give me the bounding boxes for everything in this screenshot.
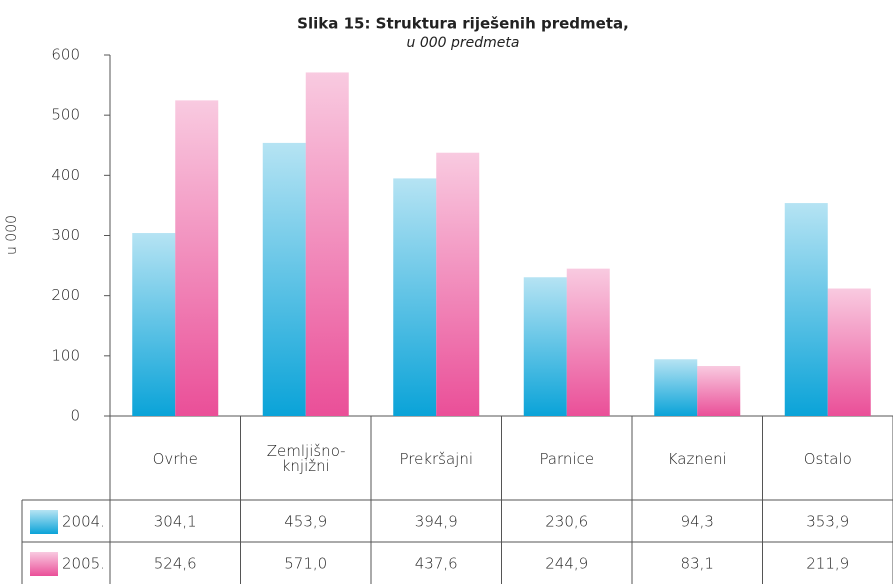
x-tick-label-box: Ovrhe <box>152 449 198 468</box>
bar <box>697 366 741 416</box>
y-tick-label: 200 <box>51 286 80 304</box>
y-tick-label: 300 <box>51 226 80 244</box>
legend-swatch <box>30 552 58 576</box>
data-label: 524,6 <box>154 555 197 573</box>
data-label: 244,9 <box>545 555 588 573</box>
legend-label: 2004. <box>62 513 105 531</box>
x-tick-label-box: Prekršajni <box>399 449 474 468</box>
bar <box>393 178 437 416</box>
data-label: 211,9 <box>806 555 849 573</box>
legend-swatch <box>30 510 58 534</box>
data-label: 437,6 <box>415 555 458 573</box>
bar <box>262 142 306 416</box>
x-tick-label: Ovrhe <box>152 449 198 468</box>
legend-label: 2005. <box>62 555 105 573</box>
data-label: 571,0 <box>284 555 327 573</box>
x-tick-label-box: Zemljišno-knjižni <box>266 442 346 475</box>
data-label: 83,1 <box>681 555 714 573</box>
bar <box>566 268 610 416</box>
data-label: 453,9 <box>284 513 327 531</box>
chart-subtitle: u 000 predmeta <box>407 35 520 51</box>
y-axis-label: u 000 <box>4 215 20 255</box>
y-tick-label: 100 <box>51 346 80 364</box>
y-tick-label: 0 <box>70 407 80 425</box>
data-label: 230,6 <box>545 513 588 531</box>
bar <box>132 233 176 416</box>
x-tick-label-box: Parnice <box>539 449 595 468</box>
bar <box>784 203 828 416</box>
bar <box>523 277 567 416</box>
data-label: 94,3 <box>681 513 714 531</box>
bar <box>654 359 698 416</box>
x-tick-label: Kazneni <box>667 449 727 468</box>
bar <box>305 72 349 416</box>
data-label: 304,1 <box>154 513 197 531</box>
chart-title: Slika 15: Struktura riješenih predmeta, <box>297 15 629 33</box>
x-tick-label: Ostalo <box>803 449 852 468</box>
x-tick-label-box: Ostalo <box>803 449 852 468</box>
bar <box>827 288 871 416</box>
y-tick-label: 600 <box>51 46 80 64</box>
x-tick-label: Zemljišno-knjižni <box>266 442 346 475</box>
y-tick-label: 400 <box>51 166 80 184</box>
y-tick-label: 500 <box>51 106 80 124</box>
x-tick-label: Prekršajni <box>399 449 474 468</box>
x-tick-label-box: Kazneni <box>667 449 727 468</box>
data-label: 353,9 <box>806 513 849 531</box>
bar <box>436 152 480 416</box>
x-tick-label: Parnice <box>539 449 595 468</box>
bar <box>175 100 219 417</box>
data-label: 394,9 <box>415 513 458 531</box>
